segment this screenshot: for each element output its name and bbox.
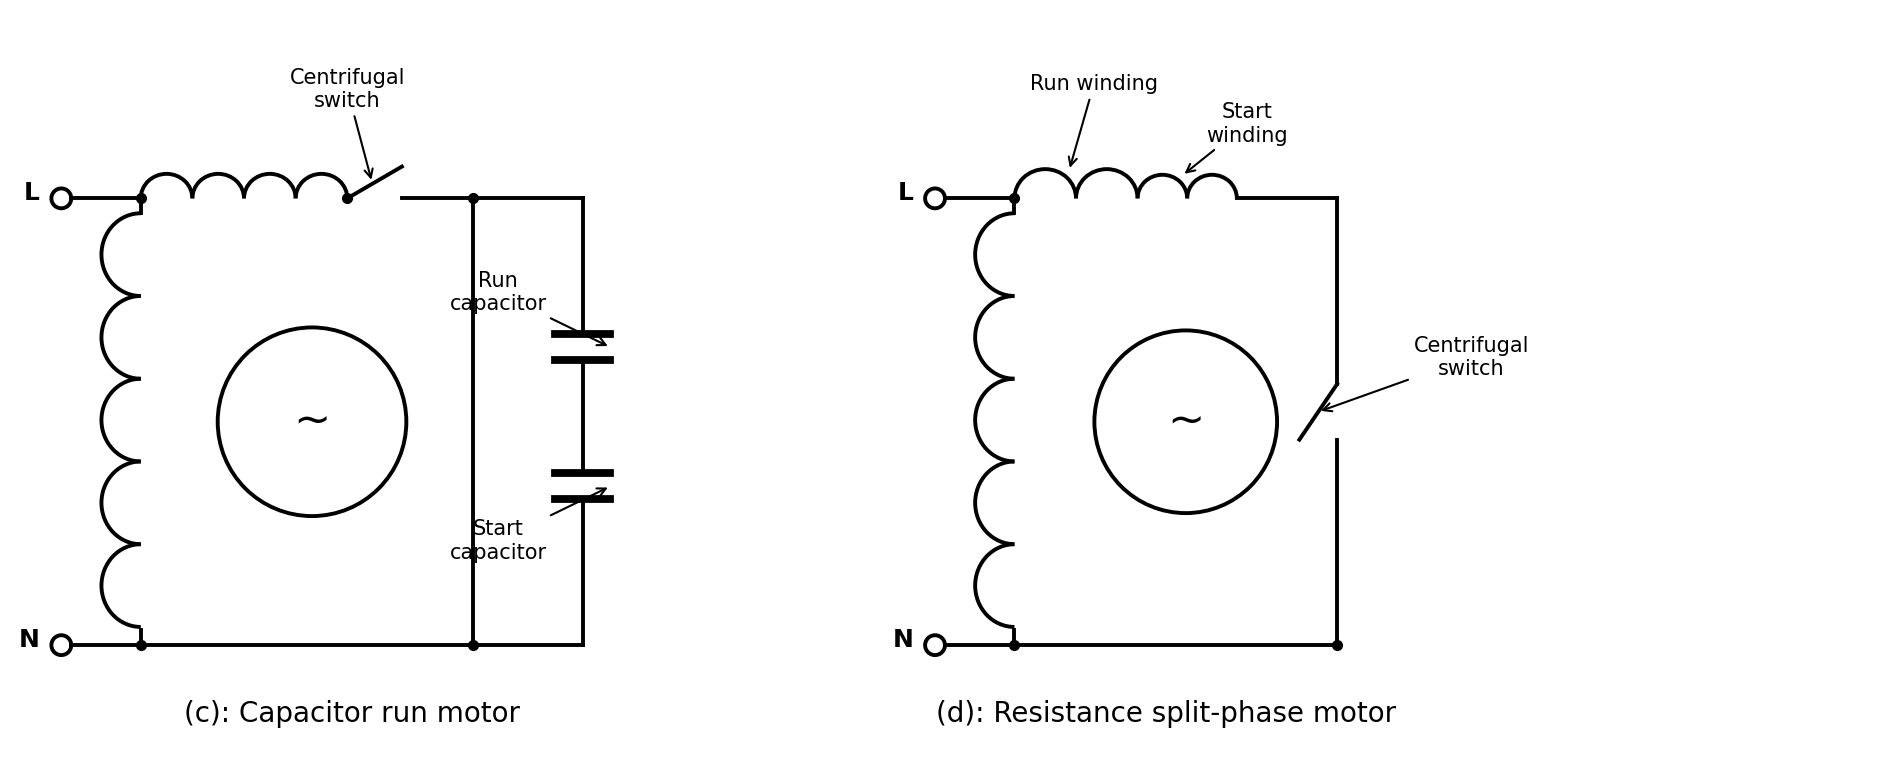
Text: Start
capacitor: Start capacitor xyxy=(449,489,607,563)
Text: ~: ~ xyxy=(293,400,331,443)
Text: L: L xyxy=(898,181,913,205)
Text: (c): Capacitor run motor: (c): Capacitor run motor xyxy=(184,700,520,728)
Text: Centrifugal
switch: Centrifugal switch xyxy=(1324,336,1529,411)
Text: N: N xyxy=(892,628,913,652)
Text: L: L xyxy=(24,181,39,205)
Text: N: N xyxy=(19,628,39,652)
Text: Start
winding: Start winding xyxy=(1187,103,1288,172)
Text: Centrifugal
switch: Centrifugal switch xyxy=(289,68,406,178)
Text: ~: ~ xyxy=(1166,400,1204,443)
Text: Run winding: Run winding xyxy=(1029,74,1159,166)
Text: (d): Resistance split-phase motor: (d): Resistance split-phase motor xyxy=(935,700,1395,728)
Text: Run
capacitor: Run capacitor xyxy=(449,271,607,345)
